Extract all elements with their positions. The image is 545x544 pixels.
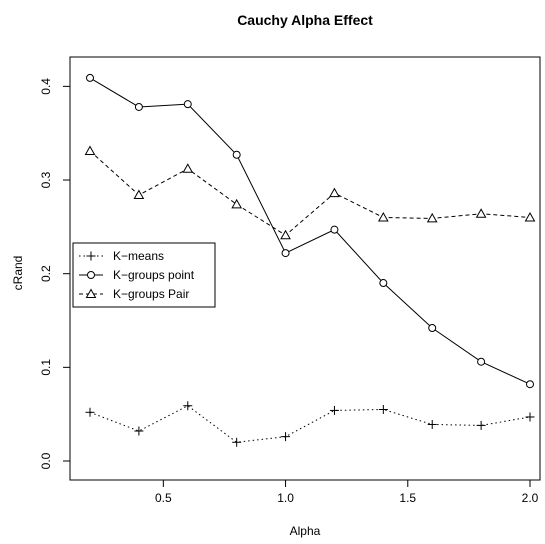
legend-marker [86,251,96,261]
legend-label: K−groups point [113,268,195,282]
y-tick-label: 0.1 [39,359,53,376]
data-point [525,412,535,422]
legend-label: K−means [113,249,164,263]
data-point [134,102,143,111]
x-axis-label: Alpha [290,524,321,538]
x-axis: 0.5 1.0 1.5 2.0 [155,479,539,505]
y-tick-label: 0.0 [39,452,53,469]
data-point [378,404,388,414]
data-point [231,198,243,209]
data-point [379,279,388,288]
series-layer [84,73,536,447]
data-point [427,419,437,429]
data-point [86,73,94,82]
data-point [329,405,339,415]
data-point [428,324,437,333]
data-point [329,187,340,198]
data-point [85,407,95,417]
series-line [89,77,531,385]
data-point [133,189,145,200]
y-tick-label: 0.2 [39,265,53,282]
x-tick-label: 1.0 [277,491,294,505]
y-axis-label: cRand [11,256,25,291]
data-point [426,212,438,223]
data-point [524,211,536,222]
data-point [183,100,192,109]
legend-item: K−groups point [79,268,195,282]
data-point [84,145,96,155]
data-point [377,211,389,222]
data-point [476,420,486,430]
data-point [475,208,487,218]
x-tick-label: 0.5 [155,491,172,505]
data-point [183,401,193,411]
series-line [89,405,531,443]
y-tick-label: 0.3 [39,171,53,188]
data-point [182,163,194,173]
series-line [89,150,531,236]
legend-marker [87,271,95,279]
series-2 [84,145,536,240]
legend-marker [85,288,97,298]
x-tick-label: 2.0 [522,491,539,505]
data-point [281,432,291,442]
series-1 [86,73,534,389]
legend-item: K−groups Pair [79,287,189,301]
data-point [526,380,534,389]
y-tick-label: 0.4 [39,78,53,95]
series-0 [85,401,535,447]
data-point [477,357,486,366]
data-point [280,229,291,240]
legend-item: K−means [79,249,164,263]
chart-title: Cauchy Alpha Effect [237,12,373,28]
legend-label: K−groups Pair [113,287,189,301]
data-point [134,426,144,436]
data-point [330,225,339,234]
data-point [281,249,290,258]
y-axis: 0.0 0.1 0.2 0.3 0.4 [39,78,71,469]
x-tick-label: 1.5 [399,491,416,505]
data-point [232,150,241,159]
data-point [232,437,242,447]
legend: K−means K−groups point K−groups Pair [72,242,216,308]
